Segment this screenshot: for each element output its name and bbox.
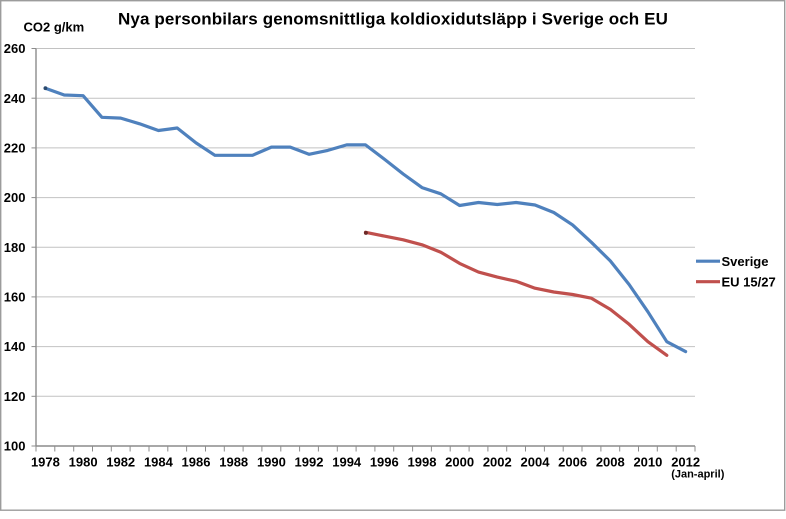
- svg-text:120: 120: [4, 389, 26, 404]
- svg-text:1980: 1980: [69, 455, 98, 470]
- svg-text:1988: 1988: [219, 455, 248, 470]
- svg-text:200: 200: [4, 190, 26, 205]
- svg-text:1996: 1996: [370, 455, 399, 470]
- svg-text:Nya personbilars genomsnittlig: Nya personbilars genomsnittliga koldioxi…: [118, 9, 668, 28]
- svg-text:2004: 2004: [521, 455, 551, 470]
- svg-text:EU 15/27: EU 15/27: [722, 274, 776, 289]
- svg-text:180: 180: [4, 240, 26, 255]
- svg-text:2002: 2002: [483, 455, 512, 470]
- svg-text:220: 220: [4, 141, 26, 156]
- svg-text:1992: 1992: [295, 455, 324, 470]
- svg-text:1998: 1998: [408, 455, 437, 470]
- svg-text:(Jan-april): (Jan-april): [671, 469, 725, 481]
- svg-text:1982: 1982: [106, 455, 135, 470]
- svg-text:1978: 1978: [31, 455, 60, 470]
- svg-text:2010: 2010: [633, 455, 662, 470]
- svg-text:1986: 1986: [182, 455, 211, 470]
- svg-text:2008: 2008: [596, 455, 625, 470]
- svg-text:1994: 1994: [332, 455, 362, 470]
- svg-text:140: 140: [4, 339, 26, 354]
- svg-text:260: 260: [4, 41, 26, 56]
- svg-text:2006: 2006: [558, 455, 587, 470]
- svg-text:1990: 1990: [257, 455, 286, 470]
- svg-text:Sverige: Sverige: [722, 254, 769, 269]
- svg-text:160: 160: [4, 290, 26, 305]
- svg-text:2012: 2012: [671, 455, 700, 470]
- svg-text:CO2 g/km: CO2 g/km: [24, 20, 85, 35]
- svg-text:240: 240: [4, 91, 26, 106]
- svg-text:1984: 1984: [144, 455, 174, 470]
- svg-text:2000: 2000: [445, 455, 474, 470]
- svg-text:100: 100: [4, 439, 26, 454]
